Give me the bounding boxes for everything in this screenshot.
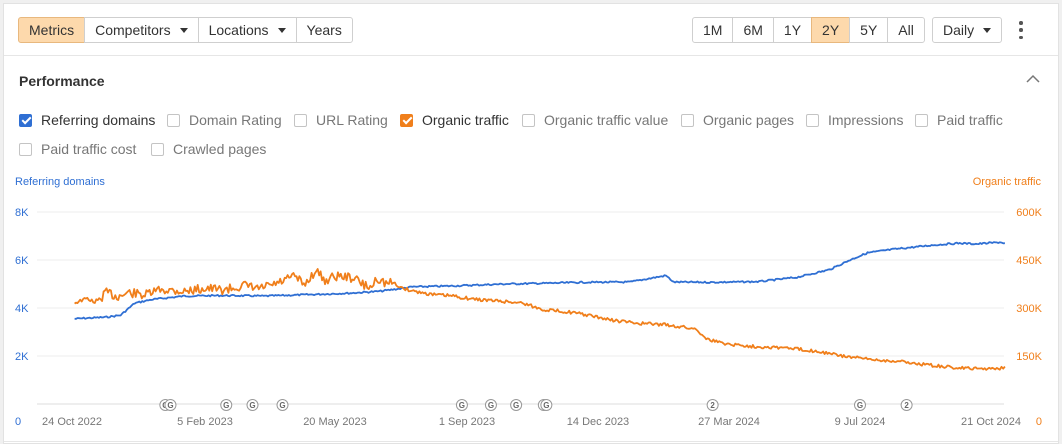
x-tick-label: 5 Feb 2023 (177, 416, 233, 428)
competitors-dropdown[interactable]: Competitors (84, 17, 199, 43)
annotation-marker[interactable] (246, 399, 259, 411)
right-axis-title: Organic traffic (973, 176, 1042, 188)
annotation-marker[interactable] (220, 399, 233, 411)
checkbox-icon (151, 142, 164, 156)
annotation-marker[interactable] (276, 399, 289, 411)
divider (4, 441, 1058, 442)
locations-label: Locations (208, 22, 269, 38)
x-tick-label: 14 Dec 2023 (567, 416, 629, 428)
checkbox-checked-icon (19, 113, 32, 127)
annotation-marker[interactable] (164, 399, 177, 411)
checkbox-paid-traffic[interactable]: Paid traffic (915, 112, 1003, 128)
more-options-icon[interactable] (1018, 21, 1024, 39)
x-tick-label: 27 Mar 2024 (698, 416, 760, 428)
checkbox-domain-rating[interactable]: Domain Rating (167, 112, 282, 128)
checkbox-organic-traffic[interactable]: Organic traffic (400, 112, 509, 128)
performance-card: Metrics Competitors Locations Years 1M 6… (3, 3, 1059, 444)
range-1m-button[interactable]: 1M (692, 17, 734, 43)
annotation-label: G (513, 401, 519, 410)
annotation-marker[interactable] (540, 399, 553, 411)
checkbox-icon (522, 113, 535, 127)
left-axis-title: Referring domains (15, 176, 105, 188)
checkbox-url-rating[interactable]: URL Rating (294, 112, 388, 128)
annotation-label: G (249, 401, 255, 410)
annotation-label: G (857, 401, 863, 410)
left-tick-label: 6K (15, 255, 29, 267)
checkbox-label: Crawled pages (173, 141, 267, 157)
annotation-label: G (279, 401, 285, 410)
annotation-marker[interactable] (510, 399, 523, 411)
checkbox-icon (806, 113, 819, 127)
checkbox-label: Organic traffic value (544, 112, 669, 128)
range-2y-button[interactable]: 2Y (811, 17, 851, 43)
checkbox-paid-traffic-cost[interactable]: Paid traffic cost (19, 141, 136, 157)
checkbox-label: Organic traffic (422, 112, 509, 128)
annotation-marker[interactable] (484, 399, 497, 411)
checkbox-referring-domains[interactable]: Referring domains (19, 112, 155, 128)
checkbox-impressions[interactable]: Impressions (806, 112, 903, 128)
checkbox-label: Impressions (828, 112, 904, 128)
chevron-down-icon (179, 27, 188, 33)
x-tick-label: 20 May 2023 (303, 416, 367, 428)
right-tick-label: 300K (1016, 303, 1042, 315)
range-all-button[interactable]: All (887, 17, 925, 43)
checkbox-icon (681, 113, 694, 127)
annotation-label: 2 (710, 401, 715, 410)
annotation-marker[interactable] (854, 399, 866, 411)
checkbox-organic-traffic-value[interactable]: Organic traffic value (522, 112, 668, 128)
locations-dropdown[interactable]: Locations (197, 17, 297, 43)
checkbox-icon (294, 113, 307, 127)
years-button[interactable]: Years (295, 17, 353, 43)
x-tick-label: 24 Oct 2022 (42, 416, 102, 428)
annotation-label: G (543, 401, 549, 410)
left-tick-label: 4K (15, 303, 29, 315)
range-group: 1M 6M 1Y 2Y 5Y All (692, 17, 925, 43)
panel-title: Performance (19, 73, 105, 89)
annotation-label: 2 (904, 401, 909, 410)
left-tick-label: 8K (15, 207, 29, 219)
checkbox-icon (19, 142, 32, 156)
annotation-marker[interactable] (455, 399, 468, 411)
checkbox-icon (167, 113, 180, 127)
checkbox-label: URL Rating (316, 112, 388, 128)
chevron-down-icon (983, 27, 992, 33)
checkbox-icon (915, 113, 928, 127)
annotation-label: G (459, 401, 465, 410)
checkbox-label: Domain Rating (189, 112, 282, 128)
right-tick-label: 600K (1016, 207, 1042, 219)
granularity-label: Daily (943, 22, 975, 38)
chevron-down-icon (277, 27, 286, 33)
x-tick-label: 9 Jul 2024 (835, 416, 886, 428)
x-tick-label: 1 Sep 2023 (439, 416, 495, 428)
annotation-label: G (488, 401, 494, 410)
referring-domains-line (74, 241, 1005, 320)
checkbox-label: Organic pages (703, 112, 795, 128)
view-mode-group: Metrics Competitors Locations Years (18, 17, 353, 43)
annotation-label: G (167, 401, 173, 410)
left-tick-label: 0 (15, 416, 21, 428)
annotation-marker[interactable] (706, 399, 719, 411)
checkbox-organic-pages[interactable]: Organic pages (681, 112, 794, 128)
annotation-marker[interactable] (900, 399, 913, 411)
checkbox-label: Referring domains (41, 112, 156, 128)
range-5y-button[interactable]: 5Y (849, 17, 889, 43)
checkbox-label: Paid traffic cost (41, 141, 137, 157)
chevron-up-icon[interactable] (1026, 74, 1040, 84)
metrics-button[interactable]: Metrics (18, 17, 86, 43)
competitors-label: Competitors (95, 22, 171, 38)
granularity-dropdown[interactable]: Daily (932, 17, 1003, 43)
toolbar: Metrics Competitors Locations Years 1M 6… (4, 4, 1058, 56)
right-tick-label: 150K (1016, 351, 1042, 363)
checkbox-crawled-pages[interactable]: Crawled pages (151, 141, 266, 157)
right-tick-label: 0 (1036, 416, 1042, 428)
annotation-label: G (223, 401, 229, 410)
x-tick-label: 21 Oct 2024 (961, 416, 1021, 428)
organic-traffic-line (74, 268, 1006, 371)
checkbox-checked-icon (400, 113, 413, 127)
right-tick-label: 450K (1016, 255, 1042, 267)
left-tick-label: 2K (15, 351, 29, 363)
checkbox-label: Paid traffic (937, 112, 1003, 128)
